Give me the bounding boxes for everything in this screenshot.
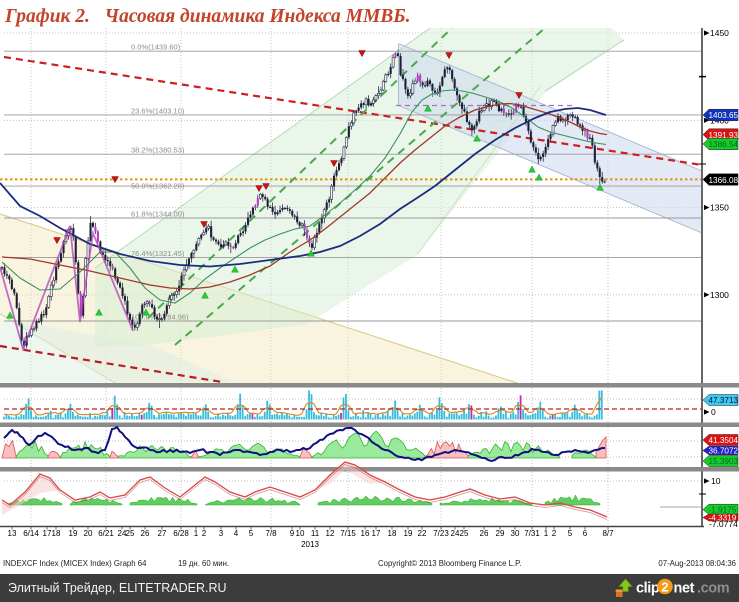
svg-text:6/14: 6/14 xyxy=(23,529,39,538)
svg-text:График 2. Часовая динамика И: График 2. Часовая динамика Индекса ММВБ. xyxy=(4,6,411,27)
svg-text:1450: 1450 xyxy=(710,28,729,38)
svg-text:47.3713: 47.3713 xyxy=(709,396,739,405)
svg-text:1391.93: 1391.93 xyxy=(709,131,739,140)
svg-text:-1.9175: -1.9175 xyxy=(709,506,737,515)
svg-text:8/7: 8/7 xyxy=(602,529,614,538)
svg-text:1386.54: 1386.54 xyxy=(709,140,739,149)
svg-text:1: 1 xyxy=(194,529,199,538)
svg-text:0.0%(1439.60): 0.0%(1439.60) xyxy=(131,43,181,52)
svg-text:29: 29 xyxy=(496,529,505,538)
svg-text:7/23: 7/23 xyxy=(433,529,449,538)
svg-text:18: 18 xyxy=(52,529,61,538)
svg-text:1403.65: 1403.65 xyxy=(709,111,739,120)
svg-text:23.6%(1403.10): 23.6%(1403.10) xyxy=(131,106,185,115)
svg-text:18: 18 xyxy=(388,529,397,538)
svg-text:5: 5 xyxy=(568,529,573,538)
svg-text:19 дн. 60 мин.: 19 дн. 60 мин. xyxy=(178,559,229,568)
svg-text:100.0%(1284.96): 100.0%(1284.96) xyxy=(131,313,189,322)
svg-text:12: 12 xyxy=(326,529,335,538)
svg-text:-7.0774: -7.0774 xyxy=(709,519,738,529)
svg-text:17: 17 xyxy=(372,529,381,538)
svg-text:26: 26 xyxy=(480,529,489,538)
svg-text:3: 3 xyxy=(219,529,224,538)
svg-text:17: 17 xyxy=(43,529,52,538)
svg-text:9: 9 xyxy=(290,529,295,538)
svg-text:-4.3319: -4.3319 xyxy=(709,514,737,523)
svg-text:13: 13 xyxy=(8,529,17,538)
svg-text:41.3504: 41.3504 xyxy=(709,436,739,445)
svg-text:20: 20 xyxy=(84,529,93,538)
svg-text:22: 22 xyxy=(418,529,427,538)
svg-text:11: 11 xyxy=(311,529,320,538)
svg-text:1300: 1300 xyxy=(710,290,729,300)
svg-text:16: 16 xyxy=(361,529,370,538)
svg-text:0: 0 xyxy=(711,407,716,417)
svg-text:Элитный Трейдер, ELITETRADER.R: Элитный Трейдер, ELITETRADER.RU xyxy=(8,581,227,595)
svg-text:15.3903: 15.3903 xyxy=(709,457,739,466)
svg-text:24: 24 xyxy=(451,529,460,538)
svg-text:76.4%(1321.45): 76.4%(1321.45) xyxy=(131,249,185,258)
svg-text:4: 4 xyxy=(234,529,239,538)
svg-text:19: 19 xyxy=(404,529,413,538)
svg-text:6/21: 6/21 xyxy=(98,529,114,538)
svg-text:clip: clip xyxy=(636,581,660,597)
svg-text:27: 27 xyxy=(158,529,167,538)
svg-text:1: 1 xyxy=(544,529,549,538)
svg-text:10: 10 xyxy=(711,476,721,486)
svg-text:24: 24 xyxy=(118,529,127,538)
svg-text:1350: 1350 xyxy=(710,203,729,213)
svg-text:Copyright© 2013 Bloomberg Fina: Copyright© 2013 Bloomberg Finance L.P. xyxy=(378,559,521,568)
svg-text:2: 2 xyxy=(552,529,557,538)
svg-text:1366.08: 1366.08 xyxy=(709,176,739,185)
svg-text:50.0%(1362.28): 50.0%(1362.28) xyxy=(131,182,185,191)
svg-text:INDEXCF Index (MICEX Index) Gr: INDEXCF Index (MICEX Index) Graph 64 xyxy=(3,559,147,568)
svg-text:6: 6 xyxy=(583,529,588,538)
svg-text:.com: .com xyxy=(697,581,729,597)
svg-text:36.7072: 36.7072 xyxy=(709,447,739,456)
svg-text:2: 2 xyxy=(661,580,668,595)
svg-text:5: 5 xyxy=(249,529,254,538)
svg-text:2: 2 xyxy=(202,529,207,538)
svg-text:net: net xyxy=(674,581,695,597)
svg-text:61.8%(1344.00): 61.8%(1344.00) xyxy=(131,210,185,219)
svg-text:2013: 2013 xyxy=(301,540,319,549)
svg-text:19: 19 xyxy=(69,529,78,538)
svg-text:10: 10 xyxy=(296,529,305,538)
svg-text:6/28: 6/28 xyxy=(173,529,189,538)
svg-text:7/31: 7/31 xyxy=(524,529,540,538)
svg-text:25: 25 xyxy=(126,529,135,538)
svg-text:7/8: 7/8 xyxy=(265,529,277,538)
svg-text:30: 30 xyxy=(511,529,520,538)
svg-text:07-Aug-2013 08:04:36: 07-Aug-2013 08:04:36 xyxy=(658,559,736,568)
svg-text:25: 25 xyxy=(460,529,469,538)
svg-text:38.2%(1380.53): 38.2%(1380.53) xyxy=(131,146,185,155)
svg-text:26: 26 xyxy=(141,529,150,538)
svg-text:7/15: 7/15 xyxy=(340,529,356,538)
